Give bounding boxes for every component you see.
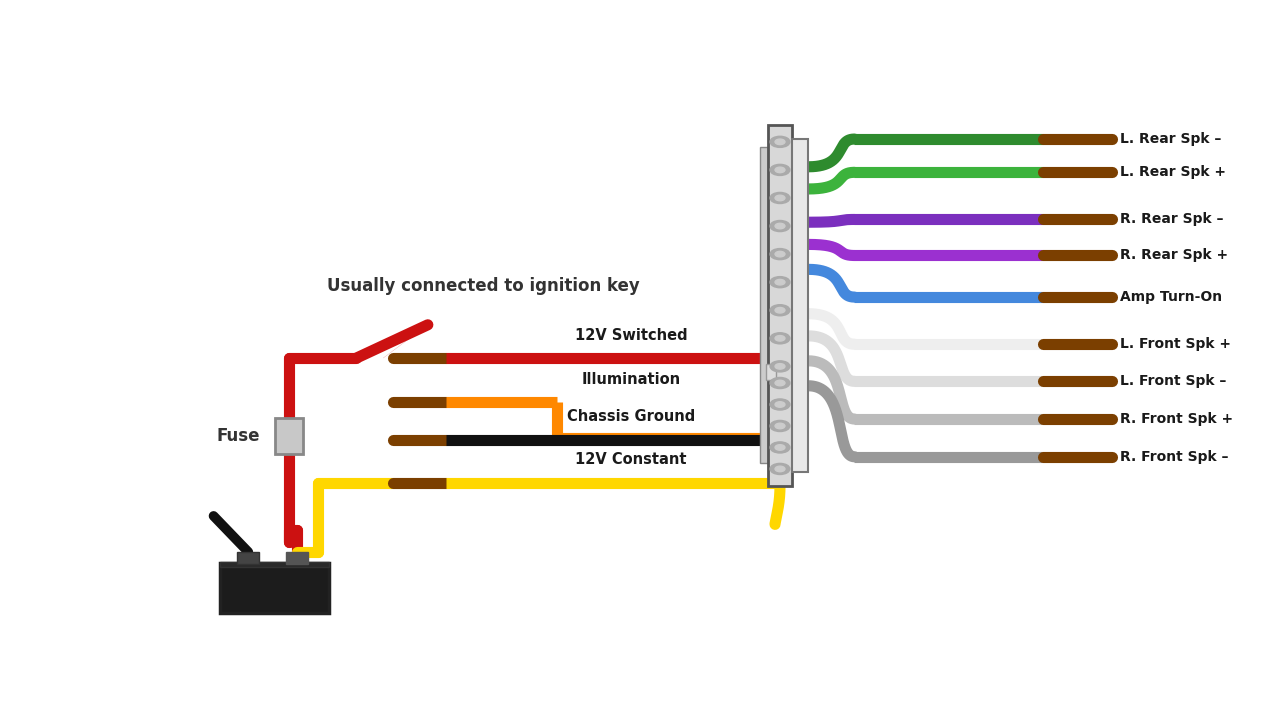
Text: R. Front Spk –: R. Front Spk – [1120, 450, 1229, 464]
Text: 12V Constant: 12V Constant [576, 452, 687, 467]
Circle shape [771, 305, 790, 316]
Circle shape [776, 423, 785, 428]
Text: R. Front Spk +: R. Front Spk + [1120, 412, 1234, 426]
Bar [237, 552, 259, 564]
Circle shape [771, 276, 790, 288]
Text: L. Rear Spk +: L. Rear Spk + [1120, 166, 1226, 179]
Text: Amp Turn-On: Amp Turn-On [1120, 290, 1222, 304]
Circle shape [776, 139, 785, 145]
Circle shape [771, 442, 790, 453]
Circle shape [771, 464, 790, 474]
Bar [768, 125, 792, 485]
Circle shape [776, 380, 785, 386]
Circle shape [776, 364, 785, 369]
Text: Chassis Ground: Chassis Ground [567, 409, 695, 424]
Bar [220, 562, 329, 567]
Circle shape [771, 164, 790, 176]
Circle shape [776, 223, 785, 229]
Circle shape [771, 361, 790, 372]
Text: L. Front Spk +: L. Front Spk + [1120, 337, 1231, 351]
Bar [275, 418, 303, 454]
Circle shape [776, 251, 785, 257]
Circle shape [776, 307, 785, 313]
Text: 12V Switched: 12V Switched [575, 328, 687, 343]
Text: Illumination: Illumination [581, 372, 681, 387]
Circle shape [771, 333, 790, 344]
Bar [220, 563, 329, 613]
Circle shape [776, 336, 785, 341]
Circle shape [771, 220, 790, 232]
Text: Usually connected to ignition key: Usually connected to ignition key [326, 277, 640, 295]
Circle shape [771, 136, 790, 148]
Circle shape [771, 399, 790, 410]
Circle shape [771, 377, 790, 389]
Bar [285, 552, 307, 564]
Circle shape [776, 167, 785, 173]
Bar [792, 139, 808, 472]
Circle shape [776, 466, 785, 472]
Circle shape [771, 192, 790, 204]
Circle shape [771, 248, 790, 260]
Text: Fuse: Fuse [216, 427, 260, 445]
Bar [759, 148, 768, 464]
Circle shape [776, 445, 785, 450]
Bar [765, 364, 776, 380]
Circle shape [776, 402, 785, 408]
Circle shape [776, 279, 785, 285]
Text: L. Rear Spk –: L. Rear Spk – [1120, 132, 1221, 146]
Circle shape [776, 195, 785, 201]
Text: R. Rear Spk +: R. Rear Spk + [1120, 248, 1229, 263]
Text: R. Rear Spk –: R. Rear Spk – [1120, 212, 1224, 227]
Text: L. Front Spk –: L. Front Spk – [1120, 374, 1226, 388]
Circle shape [771, 420, 790, 431]
